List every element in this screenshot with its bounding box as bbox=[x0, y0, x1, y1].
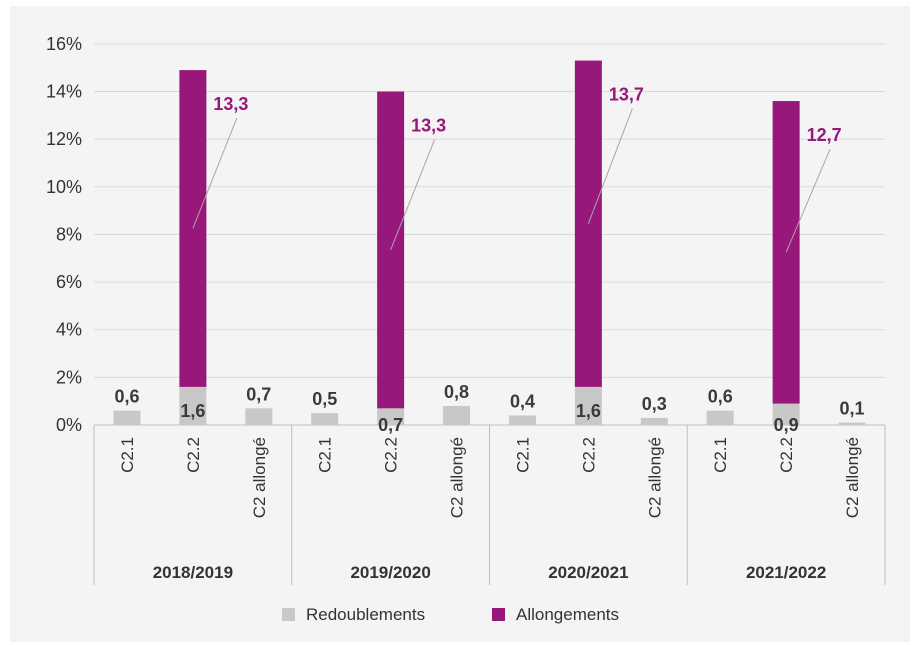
bar-redoublements bbox=[311, 413, 339, 425]
legend-label-redoublements: Redoublements bbox=[306, 605, 425, 624]
x-group-label: 2019/2020 bbox=[350, 563, 430, 582]
bar-redoublements bbox=[838, 422, 866, 425]
legend-swatch-redoublements bbox=[282, 608, 295, 621]
bar-redoublements bbox=[574, 386, 602, 425]
x-category-label: C2 allongé bbox=[843, 437, 862, 518]
bar-redoublements bbox=[443, 405, 471, 425]
y-tick-label: 12% bbox=[46, 129, 82, 149]
x-category-label: C2 allongé bbox=[645, 437, 664, 518]
y-tick-label: 6% bbox=[56, 272, 82, 292]
data-label-redoublements: 0,3 bbox=[642, 394, 667, 414]
data-label-redoublements: 0,7 bbox=[246, 384, 271, 404]
x-category-label: C2.1 bbox=[118, 437, 137, 473]
data-label-redoublements: 0,1 bbox=[840, 399, 865, 419]
label-leader-line bbox=[390, 139, 436, 251]
bar-redoublements bbox=[508, 415, 536, 425]
data-label-redoublements: 1,6 bbox=[180, 401, 205, 421]
y-tick-label: 2% bbox=[56, 367, 82, 387]
data-label-allongements: 13,3 bbox=[213, 94, 248, 114]
data-label-redoublements: 0,8 bbox=[444, 382, 469, 402]
data-label-redoublements: 0,9 bbox=[774, 415, 799, 435]
data-label-redoublements: 0,6 bbox=[708, 387, 733, 407]
x-category-label: C2.2 bbox=[777, 437, 796, 473]
y-tick-label: 0% bbox=[56, 415, 82, 435]
bar-redoublements bbox=[706, 410, 734, 425]
bar-redoublements bbox=[772, 403, 800, 425]
legend-label-allongements: Allongements bbox=[516, 605, 619, 624]
x-category-label: C2.2 bbox=[579, 437, 598, 473]
x-category-label: C2.2 bbox=[382, 437, 401, 473]
chart-panel bbox=[10, 6, 910, 642]
data-label-redoublements: 0,6 bbox=[114, 387, 139, 407]
data-label-allongements: 13,7 bbox=[609, 85, 644, 105]
bar-redoublements bbox=[113, 410, 141, 425]
x-category-label: C2 allongé bbox=[448, 437, 467, 518]
data-label-redoublements: 0,7 bbox=[378, 415, 403, 435]
x-category-label: C2.2 bbox=[184, 437, 203, 473]
x-category-label: C2 allongé bbox=[250, 437, 269, 518]
y-tick-label: 10% bbox=[46, 177, 82, 197]
data-label-redoublements: 0,4 bbox=[510, 391, 535, 411]
data-label-allongements: 13,3 bbox=[411, 116, 446, 136]
bar-redoublements bbox=[245, 408, 273, 425]
label-leader-line bbox=[587, 108, 633, 224]
label-leader-line bbox=[192, 117, 238, 229]
data-label-allongements: 12,7 bbox=[807, 125, 842, 145]
y-tick-label: 8% bbox=[56, 224, 82, 244]
bar-redoublements bbox=[377, 408, 405, 425]
x-category-label: C2.1 bbox=[316, 437, 335, 473]
y-tick-label: 14% bbox=[46, 82, 82, 102]
x-group-label: 2021/2022 bbox=[746, 563, 826, 582]
data-label-redoublements: 0,5 bbox=[312, 389, 337, 409]
x-group-label: 2018/2019 bbox=[153, 563, 233, 582]
data-label-redoublements: 1,6 bbox=[576, 401, 601, 421]
y-tick-label: 4% bbox=[56, 320, 82, 340]
bar-redoublements bbox=[640, 417, 668, 425]
legend-swatch-allongements bbox=[492, 608, 505, 621]
x-group-label: 2020/2021 bbox=[548, 563, 628, 582]
x-category-label: C2.1 bbox=[513, 437, 532, 473]
x-category-label: C2.1 bbox=[711, 437, 730, 473]
bar-redoublements bbox=[179, 386, 207, 425]
label-leader-line bbox=[785, 148, 831, 253]
y-tick-label: 16% bbox=[46, 34, 82, 54]
